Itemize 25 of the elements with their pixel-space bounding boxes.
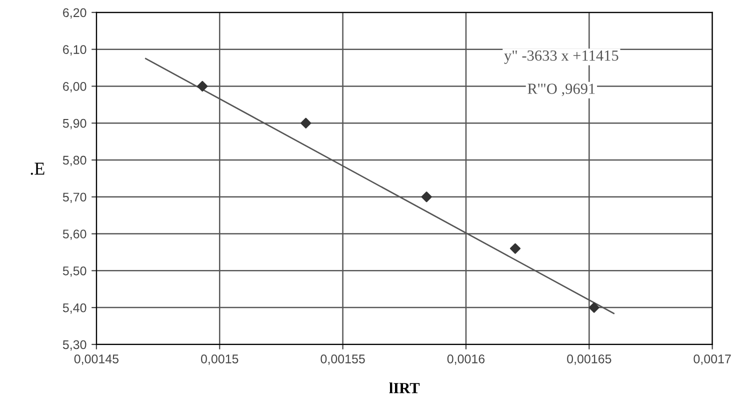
y-axis-title: .E [30,162,44,175]
annotation: R'"O ,9691 [528,84,595,96]
point [197,80,208,92]
x-tick-label: 0,0015 [201,354,238,365]
x-axis-title: lIRT [389,382,420,394]
x-tick-label: 0,0016 [447,354,485,365]
y-tick-label: 6,00 [63,82,86,92]
y-tick-label: 5,90 [62,118,86,130]
y-tick-label: 5,40 [62,303,86,314]
point [421,192,432,202]
y-tick-label: 5,60 [62,230,86,240]
point [588,302,600,313]
point [300,118,312,128]
y-tick-label: 5,30 [62,340,86,351]
x-tick-label: 0,00155 [320,354,365,365]
y-tick-label: 5,70 [62,192,86,204]
x-tick-label: 0,00145 [74,354,119,365]
y-tick-label: 6,10 [63,45,86,56]
x-tick-label: 0,00165 [567,354,612,365]
annotation: y" -3633 x +11415 [504,50,618,64]
y-tick-label: 5,50 [62,266,86,277]
point [510,243,521,254]
y-tick-label: 5,80 [62,156,86,166]
x-tick-label: 0,0017 [694,354,731,365]
y-tick-label: 6,20 [63,8,86,19]
